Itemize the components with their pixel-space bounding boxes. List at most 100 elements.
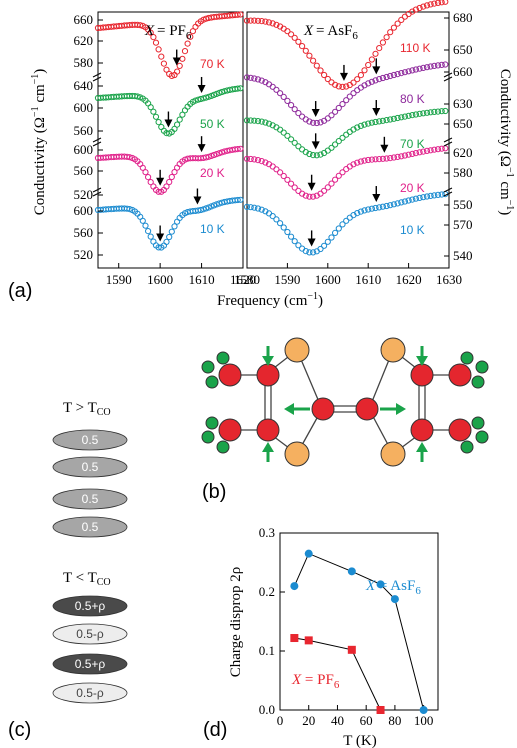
data-point <box>401 13 408 20</box>
data-point <box>383 117 390 124</box>
data-point <box>262 18 269 25</box>
x-tick-label: 1590 <box>274 272 300 287</box>
data-point <box>357 122 364 130</box>
panel-a-label: (a) <box>8 280 32 302</box>
y-tick-label-right: 620 <box>453 145 473 160</box>
data-point <box>317 245 324 253</box>
data-point <box>387 72 394 80</box>
panel-d-marks <box>290 549 428 714</box>
series-left-70K: 70 K <box>94 11 244 80</box>
y-tick-label-right: 630 <box>453 96 473 111</box>
data-point <box>290 582 299 591</box>
data-point <box>354 87 361 94</box>
series-line <box>294 637 381 711</box>
data-point <box>409 150 416 157</box>
atom-h <box>216 351 230 365</box>
data-point <box>368 56 375 63</box>
data-point <box>361 121 368 128</box>
data-point <box>335 138 342 145</box>
series-label: 10 K <box>400 223 425 237</box>
atom-c <box>448 418 472 442</box>
data-point <box>288 136 295 143</box>
data-point <box>335 225 342 232</box>
series-line <box>293 552 425 711</box>
data-point <box>208 152 215 159</box>
data-point <box>145 228 152 235</box>
data-point <box>280 172 287 180</box>
atom-h <box>460 351 474 365</box>
atom-h <box>216 440 230 454</box>
axis-break <box>92 72 102 78</box>
data-point <box>357 158 364 165</box>
data-point <box>379 117 386 124</box>
data-point <box>339 169 346 176</box>
data-point <box>277 220 284 227</box>
data-point <box>284 176 291 183</box>
panel-a-xlabel: Frequency (cm−1) <box>217 291 323 309</box>
data-point <box>383 202 390 210</box>
data-point <box>304 636 313 645</box>
data-point <box>277 169 284 176</box>
data-point <box>390 595 399 604</box>
data-point <box>295 38 302 45</box>
molecule-atoms <box>201 337 489 467</box>
data-point <box>405 197 412 204</box>
data-point <box>442 61 449 68</box>
atom-s <box>380 441 406 467</box>
data-point <box>401 198 408 205</box>
data-point <box>304 549 313 558</box>
data-point <box>405 112 412 119</box>
panel-b-label: (b) <box>202 481 226 503</box>
data-point <box>372 156 379 163</box>
data-point <box>171 125 178 132</box>
panel-a-ylabel-left: Conductivity (Ω−1 cm−1) <box>30 69 48 216</box>
atom-h <box>475 360 489 374</box>
y-tick-label: 0.0 <box>259 702 275 717</box>
data-point <box>291 106 298 113</box>
data-point <box>365 80 372 87</box>
y-tick-label: 0.3 <box>259 525 275 540</box>
data-point <box>254 205 262 212</box>
data-point <box>280 224 287 231</box>
atom-s <box>284 337 310 363</box>
panel-a-left-title: X <box>144 23 155 39</box>
marker-arrowhead <box>197 144 206 153</box>
data-point <box>234 146 241 153</box>
data-point <box>398 16 405 23</box>
site-charge: 0.5 <box>82 520 99 534</box>
data-point <box>291 139 298 146</box>
data-point <box>405 151 412 158</box>
data-point <box>166 233 173 241</box>
data-point <box>368 78 375 85</box>
data-point <box>258 118 265 125</box>
data-point <box>247 155 254 163</box>
data-point <box>394 153 401 160</box>
data-point <box>302 149 309 156</box>
data-point <box>412 66 419 73</box>
atom-c <box>410 363 434 387</box>
data-point <box>273 21 280 28</box>
data-point <box>412 195 419 202</box>
x-tick-label: 40 <box>331 713 344 728</box>
data-point <box>299 245 306 252</box>
site-ellipse-high: 0.5 <box>52 488 128 510</box>
data-point <box>284 97 291 105</box>
data-point <box>394 200 401 207</box>
data-point <box>234 11 241 18</box>
data-point <box>317 151 324 158</box>
data-point <box>254 17 262 24</box>
data-point <box>251 204 258 211</box>
data-point <box>254 118 262 125</box>
y-tick-label: 560 <box>74 225 94 240</box>
atom-h <box>471 416 485 430</box>
data-point <box>265 120 273 127</box>
data-point <box>262 159 269 166</box>
data-point <box>280 93 287 101</box>
data-point <box>216 89 223 97</box>
data-point <box>442 0 449 5</box>
data-point <box>163 238 170 245</box>
data-point <box>357 208 364 215</box>
data-point <box>306 249 313 256</box>
x-tick-label: 1610 <box>189 272 215 287</box>
data-point <box>361 207 368 214</box>
